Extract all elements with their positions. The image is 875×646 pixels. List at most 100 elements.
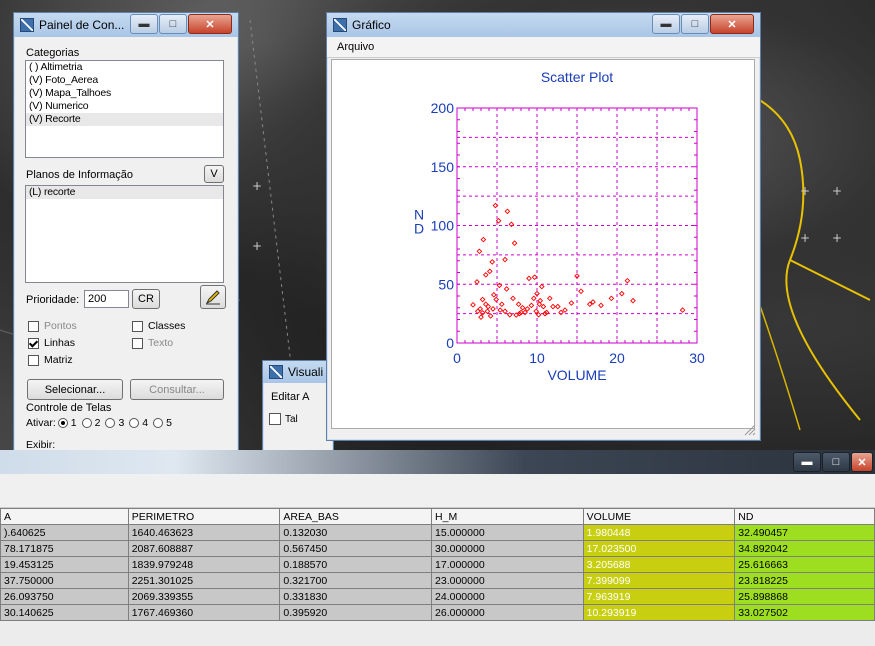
visual-title: Visuali	[288, 365, 324, 379]
painel-de-controle-window[interactable]: Painel de Con... ▬ □ ✕ Categorias ( ) Al…	[13, 12, 239, 454]
list-item[interactable]: (L) recorte	[26, 186, 223, 199]
table-cell[interactable]: 1640.463623	[127, 524, 281, 541]
prioridade-input[interactable]: 200	[84, 290, 129, 308]
linhas-checkbox[interactable]: Linhas	[28, 337, 75, 349]
menu-arquivo[interactable]: Arquivo	[337, 41, 375, 53]
maximize-button[interactable]: □	[822, 452, 850, 472]
close-button[interactable]: ✕	[188, 14, 232, 34]
table-row[interactable]: 78.171875 2087.608887 0.567450 30.000000 17.…	[0, 540, 875, 557]
table-cell[interactable]: 0.567450	[279, 540, 433, 557]
table-cell[interactable]: 7.963919	[582, 588, 736, 605]
list-item[interactable]: ( ) Altimetria	[29, 61, 83, 73]
table-cell[interactable]: 2087.608887	[127, 540, 281, 557]
maximize-button[interactable]: □	[159, 14, 187, 34]
table-cell[interactable]: 23.000000	[431, 572, 584, 589]
table-window[interactable]: ▬ □ ✕ A PERIMETRO AREA_BAS H_M VOLUME ND…	[0, 450, 875, 646]
table-cell[interactable]: 0.321700	[279, 572, 433, 589]
table-cell[interactable]: 1839.979248	[127, 556, 281, 573]
ativar-radio-1[interactable]: 1	[57, 417, 77, 429]
visual-toolbar[interactable]: Tal	[269, 413, 298, 425]
table-cell[interactable]: 10.293919	[582, 604, 736, 621]
table-cell[interactable]: 33.027502	[734, 604, 875, 621]
pontos-checkbox[interactable]: Pontos	[28, 320, 77, 332]
table-cell[interactable]: 78.171875	[0, 540, 129, 557]
table-titlebar[interactable]: ▬ □ ✕	[0, 450, 875, 474]
column-header[interactable]: AREA_BAS	[279, 508, 433, 525]
table-cell[interactable]: 0.132030	[279, 524, 433, 541]
minimize-button[interactable]: ▬	[793, 452, 821, 472]
classes-checkbox[interactable]: Classes	[132, 320, 185, 332]
minimize-button[interactable]: ▬	[130, 14, 158, 34]
table-cell[interactable]: 0.395920	[279, 604, 433, 621]
planos-list[interactable]: (L) recorte	[25, 185, 224, 283]
table-cell[interactable]: ).640625	[0, 524, 129, 541]
maximize-button[interactable]: □	[681, 14, 709, 34]
table-cell[interactable]: 19.453125	[0, 556, 129, 573]
close-button[interactable]: ✕	[851, 452, 873, 472]
table-cell[interactable]: 0.188570	[279, 556, 433, 573]
table-cell[interactable]: 17.000000	[431, 556, 584, 573]
grafico-window[interactable]: Gráfico ▬ □ ✕ Arquivo Scatter Plot 0 10 20 3…	[326, 12, 761, 441]
selecionar-button[interactable]: Selecionar...	[27, 379, 123, 400]
table-cell[interactable]: 15.000000	[431, 524, 584, 541]
table-cell[interactable]: 3.205688	[582, 556, 736, 573]
table-row[interactable]: 19.453125 1839.979248 0.188570 17.000000 3.2…	[0, 556, 875, 573]
table-cell[interactable]: 23.818225	[734, 572, 875, 589]
texto-checkbox[interactable]: Texto	[132, 337, 173, 349]
matriz-checkbox[interactable]: Matriz	[28, 354, 73, 366]
table-cell[interactable]: 7.399099	[582, 572, 736, 589]
attribute-table[interactable]: A PERIMETRO AREA_BAS H_M VOLUME ND ).640…	[0, 508, 875, 621]
table-cell[interactable]: 30.000000	[431, 540, 584, 557]
table-cell[interactable]: 26.093750	[0, 588, 129, 605]
visual-titlebar[interactable]: Visuali	[263, 361, 333, 383]
ativar-radio-5[interactable]: 5	[153, 417, 172, 429]
table-cell[interactable]: 1767.469360	[127, 604, 281, 621]
column-header[interactable]: PERIMETRO	[127, 508, 281, 525]
cr-button[interactable]: CR	[132, 289, 160, 309]
column-header[interactable]: ND	[734, 508, 875, 525]
column-header[interactable]: H_M	[431, 508, 584, 525]
categorias-list[interactable]: ( ) Altimetria (V) Foto_Aerea (V) Mapa_T…	[25, 60, 224, 158]
column-header[interactable]: A	[0, 508, 129, 525]
table-cell[interactable]: 37.750000	[0, 572, 129, 589]
table-row[interactable]: 37.750000 2251.301025 0.321700 23.000000 7.3…	[0, 572, 875, 589]
list-item[interactable]: (V) Numerico	[29, 100, 89, 112]
visualizacao-window[interactable]: Visuali Editar A Tal	[262, 360, 334, 454]
table-cell[interactable]: 24.000000	[431, 588, 584, 605]
table-cell[interactable]: 17.023500	[582, 540, 736, 557]
table-cell[interactable]: 34.892042	[734, 540, 875, 557]
consultar-button[interactable]: Consultar...	[130, 379, 224, 400]
table-row[interactable]: ).640625 1640.463623 0.132030 15.000000 1.98…	[0, 524, 875, 541]
table-cell[interactable]: 0.331830	[279, 588, 433, 605]
ativar-radio-2[interactable]: 2	[81, 417, 100, 429]
planos-v-button[interactable]: V	[204, 165, 224, 183]
table-cell[interactable]: 32.490457	[734, 524, 875, 541]
table-cell[interactable]: 1.980448	[582, 524, 736, 541]
close-button[interactable]: ✕	[710, 14, 754, 34]
minimize-button[interactable]: ▬	[652, 14, 680, 34]
table-row[interactable]: 26.093750 2069.339355 0.331830 24.000000 7.9…	[0, 588, 875, 605]
table-cell[interactable]: 30.140625	[0, 604, 129, 621]
pencil-button[interactable]	[200, 285, 226, 309]
resize-grip-icon[interactable]	[744, 424, 756, 436]
ativar-radio-group[interactable]: Ativar: 1 2 3 4 5	[26, 417, 177, 429]
column-header[interactable]: VOLUME	[582, 508, 736, 525]
visual-menu-editar[interactable]: Editar A	[271, 391, 310, 403]
list-item[interactable]: (V) Foto_Aerea	[29, 74, 98, 86]
table-cell[interactable]: 2251.301025	[127, 572, 281, 589]
painel-titlebar[interactable]: Painel de Con... ▬ □ ✕	[14, 13, 238, 37]
table-cell[interactable]: 25.898868	[734, 588, 875, 605]
svg-text:+: +	[800, 184, 810, 198]
table-cell[interactable]: 25.616663	[734, 556, 875, 573]
grafico-titlebar[interactable]: Gráfico ▬ □ ✕	[327, 13, 760, 37]
table-row[interactable]: 30.140625 1767.469360 0.395920 26.000000 10.…	[0, 604, 875, 621]
list-item[interactable]: (V) Recorte	[26, 113, 223, 126]
table-cell[interactable]: 26.000000	[431, 604, 584, 621]
ativar-radio-4[interactable]: 4	[129, 417, 148, 429]
list-item[interactable]: (V) Mapa_Talhoes	[29, 87, 112, 99]
scatter-point	[533, 308, 540, 315]
ativar-radio-3[interactable]: 3	[105, 417, 124, 429]
scatter-point	[490, 291, 497, 298]
table-cell[interactable]: 2069.339355	[127, 588, 281, 605]
